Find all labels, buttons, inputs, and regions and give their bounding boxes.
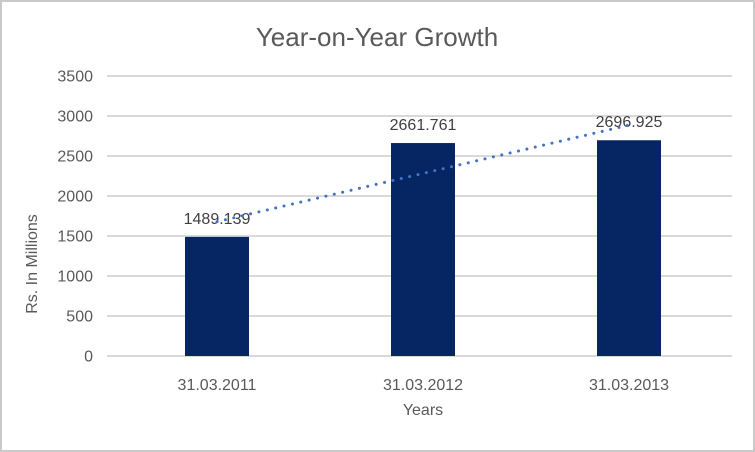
y-tick-label: 2500 bbox=[57, 149, 93, 166]
y-tick-label: 1500 bbox=[57, 229, 93, 246]
x-tick-label: 31.03.2012 bbox=[383, 377, 463, 394]
bar-data-label: 1489.139 bbox=[184, 211, 251, 228]
y-tick-label: 0 bbox=[84, 349, 93, 366]
trendline bbox=[215, 123, 631, 224]
y-tick-label: 3500 bbox=[57, 69, 93, 86]
x-axis-title: Years bbox=[403, 402, 443, 419]
y-tick-label: 2000 bbox=[57, 189, 93, 206]
bar bbox=[597, 140, 661, 356]
y-tick-label: 500 bbox=[66, 309, 93, 326]
y-tick-label: 1000 bbox=[57, 269, 93, 286]
bar-data-label: 2696.925 bbox=[596, 114, 663, 131]
chart-title: Year-on-Year Growth bbox=[256, 22, 498, 52]
bar bbox=[391, 143, 455, 356]
x-tick-label: 31.03.2011 bbox=[178, 377, 257, 394]
x-tick-label: 31.03.2013 bbox=[589, 377, 669, 394]
bar bbox=[185, 236, 249, 356]
y-axis-title: Rs. In Millions bbox=[24, 214, 41, 314]
y-tick-label: 3000 bbox=[57, 109, 93, 126]
bar-data-label: 2661.761 bbox=[390, 117, 457, 134]
